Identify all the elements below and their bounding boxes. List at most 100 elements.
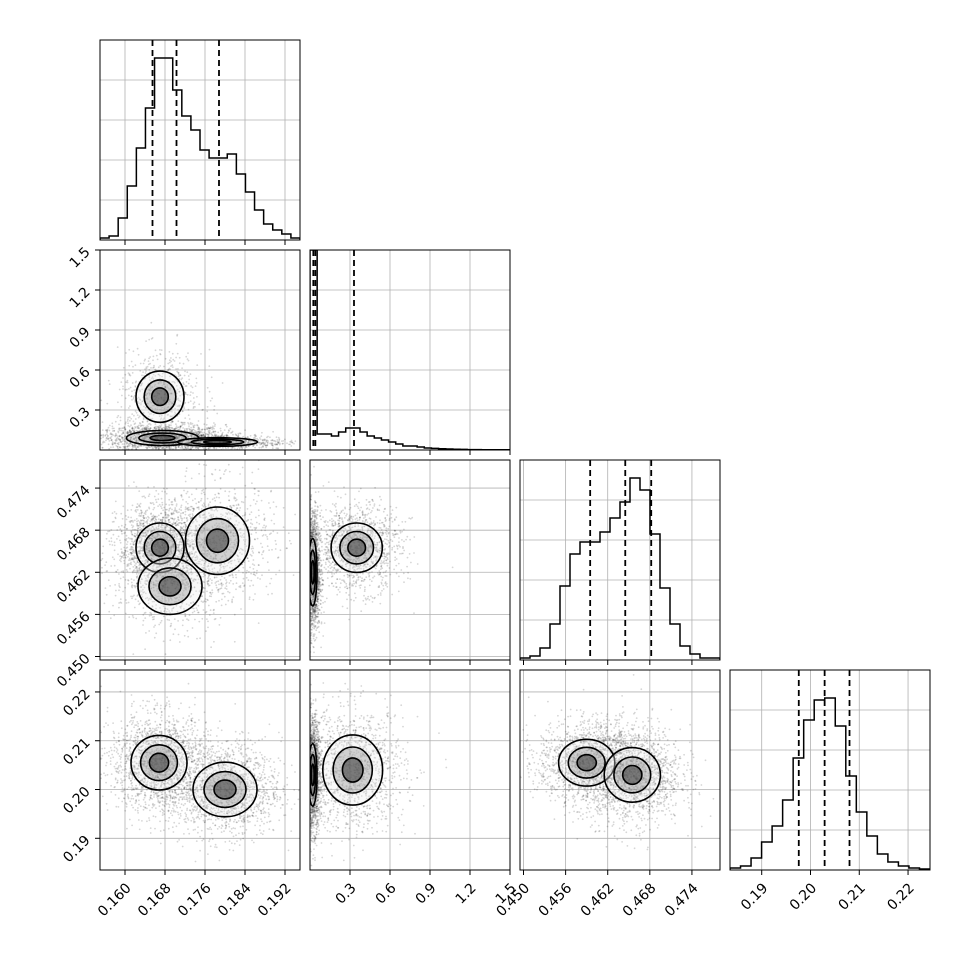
sample-point	[106, 532, 108, 535]
sample-point	[142, 362, 145, 365]
sample-point	[166, 386, 169, 389]
sample-point	[142, 432, 145, 435]
sample-point	[253, 436, 256, 439]
sample-point	[134, 532, 136, 535]
sample-point	[175, 423, 177, 426]
histogram-step-1	[310, 250, 510, 450]
sample-point	[144, 436, 147, 438]
sample-point	[171, 508, 173, 511]
sample-point	[167, 369, 170, 371]
sample-point	[174, 500, 177, 502]
sample-point	[137, 519, 140, 522]
sample-point	[136, 439, 139, 442]
sample-point	[168, 428, 170, 430]
sample-point	[155, 427, 158, 429]
sample-point	[212, 430, 215, 433]
sample-point	[231, 430, 234, 433]
sample-point	[110, 446, 112, 449]
sample-point	[237, 434, 240, 436]
sample-point	[119, 427, 122, 430]
sample-point	[124, 422, 127, 425]
sample-point	[67, 435, 69, 437]
sample-point	[185, 448, 188, 450]
sample-point	[186, 433, 188, 436]
sample-point	[105, 537, 108, 540]
sample-point	[192, 426, 195, 428]
sample-point	[164, 423, 167, 426]
sample-point	[112, 604, 114, 607]
sample-point	[262, 438, 265, 441]
sample-point	[166, 453, 168, 455]
sample-point	[150, 512, 153, 515]
sample-point	[189, 439, 192, 442]
sample-point	[156, 425, 159, 428]
sample-point	[183, 445, 186, 447]
sample-point	[160, 407, 163, 409]
sample-point	[175, 442, 177, 445]
sample-point	[110, 438, 113, 441]
sample-point	[258, 446, 261, 449]
sample-point	[138, 415, 141, 418]
sample-point	[184, 417, 187, 419]
sample-point	[194, 447, 197, 449]
sample-point	[130, 520, 133, 522]
sample-point	[293, 442, 295, 445]
sample-point	[179, 427, 181, 429]
sample-point	[262, 444, 264, 447]
sample-point	[164, 357, 167, 360]
sample-point	[198, 428, 201, 431]
sample-point	[136, 347, 139, 350]
sample-point	[177, 436, 180, 438]
sample-point	[180, 432, 182, 434]
sample-point	[128, 429, 131, 431]
sample-point	[130, 509, 133, 511]
sample-point	[93, 434, 95, 436]
sample-point	[228, 430, 230, 432]
sample-point	[157, 498, 160, 501]
sample-point	[144, 406, 147, 409]
sample-point	[108, 540, 111, 543]
sample-point	[225, 425, 228, 428]
sample-point	[119, 555, 122, 558]
sample-point	[126, 446, 129, 448]
sample-point	[120, 441, 122, 444]
sample-point	[125, 431, 128, 434]
sample-point	[78, 445, 80, 447]
sample-point	[147, 427, 150, 430]
sample-point	[111, 441, 114, 443]
sample-point	[146, 392, 149, 395]
sample-point	[129, 438, 132, 441]
sample-point	[202, 435, 205, 438]
sample-point	[134, 435, 137, 437]
sample-point	[114, 441, 116, 444]
sample-point	[120, 441, 122, 443]
sample-point	[180, 509, 183, 512]
sample-point	[138, 514, 141, 517]
sample-point	[106, 428, 109, 431]
sample-point	[130, 438, 133, 440]
sample-point	[100, 399, 103, 402]
sample-point	[67, 429, 69, 431]
sample-point	[188, 430, 191, 433]
sample-point	[129, 451, 131, 453]
sample-point	[146, 392, 149, 395]
sample-point	[163, 381, 165, 383]
sample-point	[125, 518, 128, 521]
sample-point	[184, 441, 187, 444]
sample-point	[214, 434, 217, 437]
sample-point	[260, 442, 263, 445]
sample-point	[113, 520, 115, 523]
sample-point	[208, 432, 211, 434]
sample-point	[185, 434, 188, 437]
sample-point	[207, 427, 210, 430]
sample-point	[100, 434, 103, 437]
sample-point	[198, 434, 201, 437]
sample-point	[179, 404, 181, 407]
sample-point	[117, 430, 120, 433]
sample-point	[138, 564, 141, 567]
sample-point	[168, 425, 171, 427]
sample-point	[135, 573, 138, 575]
sample-point	[264, 444, 267, 447]
sample-point	[115, 439, 118, 442]
sample-point	[113, 541, 116, 544]
